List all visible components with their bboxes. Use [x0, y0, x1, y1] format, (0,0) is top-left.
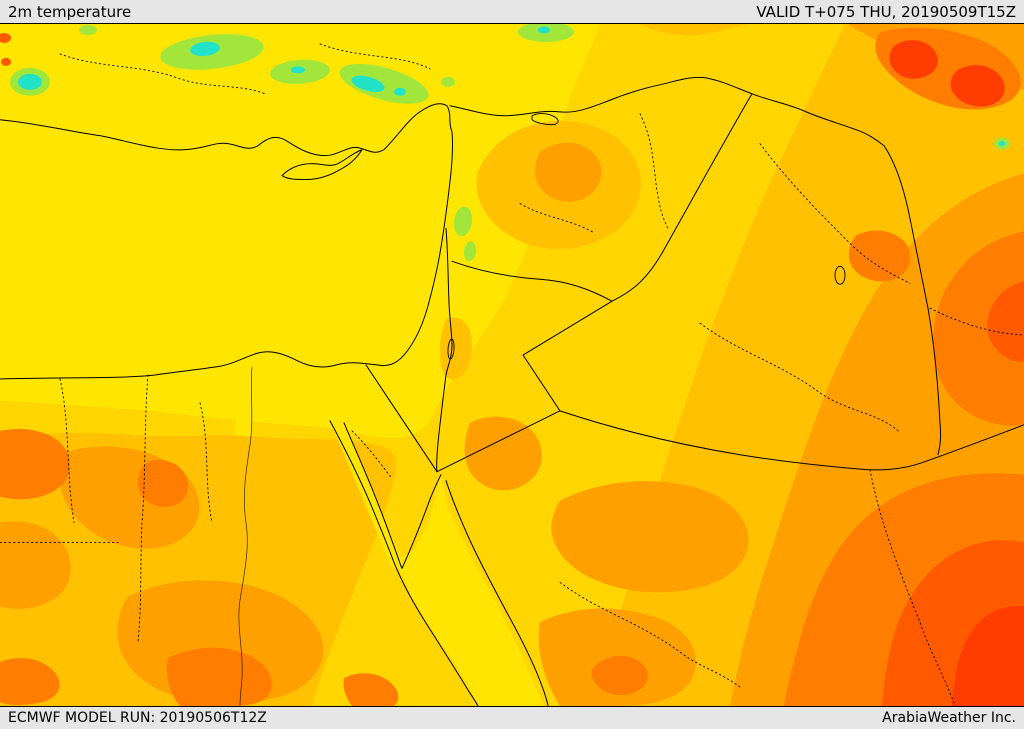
saudi-depression: [834, 265, 846, 285]
jordan-saudi-border: [436, 300, 613, 473]
israel-egypt-border: [365, 364, 438, 473]
cyan-cold-spots: [18, 26, 1006, 147]
gulf-of-suez: [332, 418, 402, 569]
country-borders: [365, 76, 1024, 473]
red-sea: [332, 418, 544, 706]
mediterranean-coastline: [0, 103, 454, 380]
saudi-red-sea-coast: [445, 480, 549, 706]
header-bar: 2m temperature VALID T+075 THU, 20190509…: [0, 0, 1024, 23]
temperature-map: [0, 23, 1024, 707]
map-title: 2m temperature: [8, 2, 132, 21]
coastlines: [0, 103, 549, 706]
lake-assad: [531, 113, 559, 126]
brand-label: ArabiaWeather Inc.: [882, 710, 1016, 726]
footer-bar: ECMWF MODEL RUN: 20190506T12Z ArabiaWeat…: [0, 707, 1024, 729]
nile-river: [238, 366, 253, 706]
sinai-coast: [343, 422, 442, 569]
temperature-field-svg: [0, 24, 1024, 706]
syria-iraq-border: [611, 93, 753, 302]
cyprus-island: [281, 149, 363, 181]
valid-time-label: VALID T+075 THU, 20190509T15Z: [756, 2, 1016, 21]
model-run-label: ECMWF MODEL RUN: 20190506T12Z: [8, 710, 267, 726]
turkey-border: [449, 76, 942, 456]
temperature-field: [0, 24, 1024, 706]
iraq-saudi-border: [559, 410, 1024, 471]
syria-jordan-border: [451, 260, 613, 302]
lakes: [447, 113, 846, 360]
jordan-river-border: [436, 227, 453, 473]
admin-borders: [0, 43, 1024, 706]
dead-sea: [447, 338, 455, 360]
gulf-of-suez-african-coast: [329, 420, 479, 706]
